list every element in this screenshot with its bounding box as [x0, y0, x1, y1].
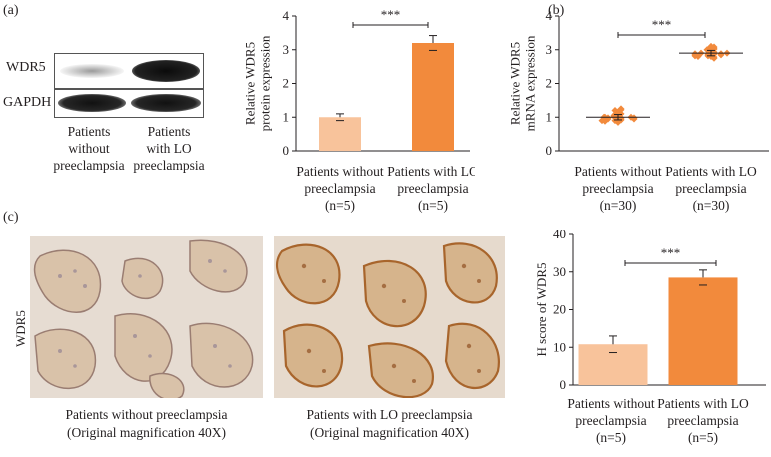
- y-axis-label-line: mRNA expression: [523, 35, 538, 131]
- x-category-label: (n=30): [600, 198, 637, 213]
- y-axis-label: Relative WDR5protein expression: [243, 35, 273, 131]
- caption-line: Patients with LO preeclampsia: [306, 407, 473, 422]
- lane-caption-line: with LO: [146, 141, 192, 156]
- x-category-label: (n=30): [693, 198, 730, 213]
- micrograph-without-preeclampsia: [30, 236, 263, 398]
- y-tick-label: 1: [546, 109, 553, 124]
- y-tick-label: 2: [283, 76, 290, 91]
- data-point: [694, 53, 702, 60]
- panel-label-a: (a): [3, 3, 19, 18]
- x-category-label: (n=5): [596, 430, 626, 445]
- blot-lane-caption-lo: Patients with LO preeclampsia: [124, 123, 214, 174]
- micrograph-caption-without: Patients without preeclampsia (Original …: [30, 406, 263, 442]
- chart-a-protein-expression: Relative WDR5protein expression 0 1 2 3 4 Pati…: [243, 7, 476, 213]
- y-tick-label: 10: [553, 339, 566, 354]
- lane-caption-line: Patients: [67, 124, 111, 139]
- bar: [578, 344, 648, 385]
- wdr5-blot-band-box: [54, 53, 204, 89]
- wdr5-band-lo: [132, 60, 200, 82]
- y-axis-label-line: Relative WDR5: [243, 42, 258, 125]
- y-axis-label-line: H score of WDR5: [534, 263, 549, 357]
- bar: [668, 277, 738, 385]
- y-tick-label: 20: [553, 302, 566, 317]
- lane-caption-line: preeclampsia: [133, 158, 205, 173]
- micrograph-with-lo-preeclampsia: [274, 236, 505, 398]
- x-category-label: Patients without: [296, 164, 384, 179]
- data-point: [614, 118, 622, 126]
- caption-line: Patients without preeclampsia: [65, 407, 228, 422]
- x-category-label: preeclampsia: [582, 181, 653, 196]
- significance-stars: ***: [381, 7, 401, 22]
- x-category-label: (n=5): [688, 430, 718, 445]
- x-category-label: Patients without: [567, 396, 655, 411]
- data-point: [710, 54, 718, 62]
- y-tick-label: 0: [283, 143, 290, 158]
- x-category-label: preeclampsia: [304, 181, 375, 196]
- x-category-label: preeclampsia: [575, 413, 646, 428]
- x-category-label: (n=5): [418, 198, 448, 213]
- panel-label-b: (b): [548, 3, 565, 18]
- y-tick-label: 30: [553, 264, 566, 279]
- lane-caption-line: preeclampsia: [53, 158, 125, 173]
- y-tick-label: 0: [546, 143, 553, 158]
- significance-stars: ***: [652, 17, 672, 32]
- y-tick-label: 4: [546, 8, 553, 23]
- x-category-label: preeclampsia: [397, 181, 468, 196]
- wdr5-band-control: [60, 64, 124, 78]
- y-tick-label: 3: [546, 42, 553, 57]
- significance-stars: ***: [661, 245, 681, 260]
- x-category-label: (n=5): [325, 198, 355, 213]
- chart-b-mrna-expression: Relative WDR5mRNA expression 0 1 2 3 4 Patient…: [508, 8, 769, 213]
- x-category-label: Patients with LO: [657, 396, 749, 411]
- y-tick-label: 0: [560, 377, 567, 392]
- y-tick-label: 4: [283, 8, 290, 23]
- y-axis-label-line: protein expression: [258, 35, 273, 131]
- gapdh-blot-bands: [58, 94, 201, 112]
- x-category-label: Patients without: [574, 164, 662, 179]
- y-axis-label-line: Relative WDR5: [508, 42, 523, 125]
- caption-line: (Original magnification 40X): [67, 425, 226, 440]
- y-tick-label: 1: [283, 109, 290, 124]
- lane-caption-line: Patients: [147, 124, 191, 139]
- y-axis-label: Relative WDR5mRNA expression: [508, 35, 538, 131]
- y-tick-label: 2: [546, 76, 553, 91]
- gapdh-band-control: [58, 94, 126, 112]
- y-axis-label: H score of WDR5: [534, 263, 549, 357]
- lane-caption-line: without: [68, 141, 110, 156]
- chart-c-h-score: H score of WDR5 0 10 20 30 40 Patients without…: [534, 230, 766, 445]
- gapdh-band-lo: [131, 94, 201, 112]
- blot-label-wdr5: WDR5: [6, 60, 46, 75]
- y-tick-label: 40: [553, 230, 566, 241]
- x-category-label: preeclampsia: [667, 413, 738, 428]
- y-tick-label: 3: [283, 42, 290, 57]
- x-category-label: Patients with LO: [387, 164, 475, 179]
- blot-label-gapdh: GAPDH: [3, 95, 52, 110]
- bar: [319, 117, 361, 151]
- micrograph-side-label: WDR5: [13, 310, 28, 347]
- caption-line: (Original magnification 40X): [310, 425, 469, 440]
- blot-lane-caption-control: Patients without preeclampsia: [44, 123, 134, 174]
- gapdh-blot-band-box: [54, 89, 204, 118]
- panel-label-c: (c): [3, 210, 19, 225]
- bar: [412, 43, 454, 151]
- data-point: [717, 51, 725, 59]
- x-category-label: Patients with LO: [665, 164, 757, 179]
- micrograph-caption-with-lo: Patients with LO preeclampsia (Original …: [274, 406, 505, 442]
- x-category-label: preeclampsia: [675, 181, 746, 196]
- wdr5-blot-bands: [60, 60, 200, 82]
